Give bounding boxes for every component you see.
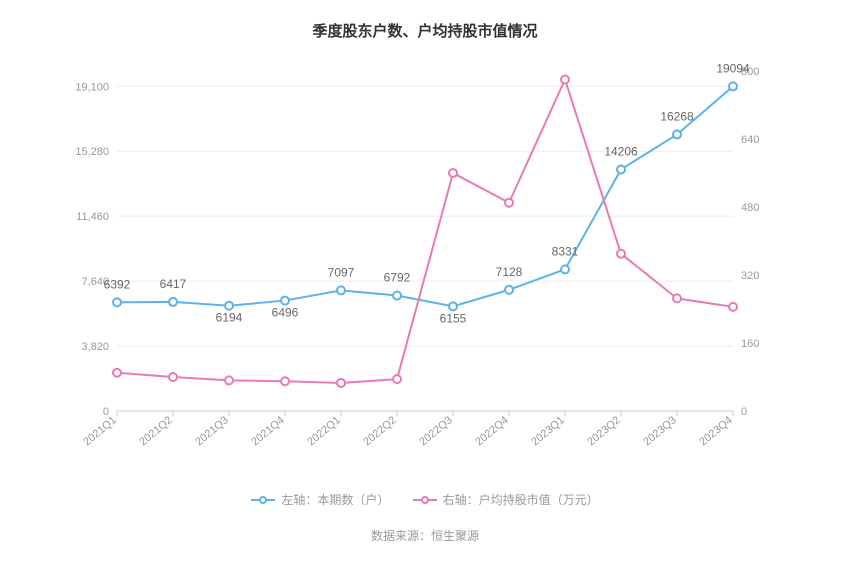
svg-text:6417: 6417 (160, 277, 187, 291)
svg-text:2021Q4: 2021Q4 (249, 414, 287, 448)
svg-text:2023Q1: 2023Q1 (529, 414, 567, 448)
svg-text:2021Q1: 2021Q1 (81, 414, 119, 448)
svg-text:3,820: 3,820 (81, 341, 109, 353)
legend-label-left: 左轴：本期数（户） (281, 491, 389, 508)
svg-text:480: 480 (741, 202, 759, 214)
svg-text:2022Q1: 2022Q1 (305, 414, 343, 448)
legend-item-right[interactable]: 右轴：户均持股市值（万元） (413, 491, 599, 508)
svg-text:8331: 8331 (552, 244, 579, 258)
svg-text:6194: 6194 (216, 311, 243, 325)
legend-marker-icon (251, 494, 275, 506)
chart-container: 季度股东户数、户均持股市值情况 03,8207,64011,46015,2801… (0, 0, 850, 575)
svg-text:640: 640 (741, 134, 759, 146)
svg-text:2021Q3: 2021Q3 (193, 414, 231, 448)
svg-text:320: 320 (741, 270, 759, 282)
svg-text:2023Q3: 2023Q3 (641, 414, 679, 448)
svg-text:19,100: 19,100 (75, 81, 109, 93)
legend-label-right: 右轴：户均持股市值（万元） (443, 491, 599, 508)
svg-text:6496: 6496 (272, 306, 299, 320)
svg-text:11,460: 11,460 (76, 211, 109, 223)
svg-text:14206: 14206 (604, 144, 638, 158)
svg-text:6392: 6392 (104, 277, 131, 291)
chart-title: 季度股东户数、户均持股市值情况 (40, 20, 810, 41)
legend-item-left[interactable]: 左轴：本期数（户） (251, 491, 389, 508)
legend: 左轴：本期数（户） 右轴：户均持股市值（万元） (40, 491, 810, 509)
svg-text:2021Q2: 2021Q2 (137, 414, 175, 448)
legend-marker-icon (413, 494, 437, 506)
plot-area: 03,8207,64011,46015,28019,10001603204806… (65, 51, 785, 451)
svg-text:2022Q4: 2022Q4 (473, 414, 511, 448)
svg-text:19094: 19094 (716, 61, 750, 75)
svg-text:2022Q3: 2022Q3 (417, 414, 455, 448)
svg-text:160: 160 (741, 338, 759, 350)
svg-text:6792: 6792 (384, 271, 411, 285)
chart-svg: 03,8207,64011,46015,28019,10001603204806… (65, 51, 785, 481)
svg-text:6155: 6155 (440, 311, 467, 325)
svg-text:7097: 7097 (328, 265, 355, 279)
data-source: 数据来源：恒生聚源 (40, 527, 810, 544)
svg-text:15,280: 15,280 (75, 146, 109, 158)
svg-text:2022Q2: 2022Q2 (361, 414, 399, 448)
svg-text:2023Q4: 2023Q4 (697, 414, 735, 448)
svg-text:2023Q2: 2023Q2 (585, 414, 623, 448)
svg-text:16268: 16268 (660, 109, 694, 123)
svg-text:0: 0 (741, 406, 747, 418)
svg-text:7128: 7128 (496, 265, 523, 279)
